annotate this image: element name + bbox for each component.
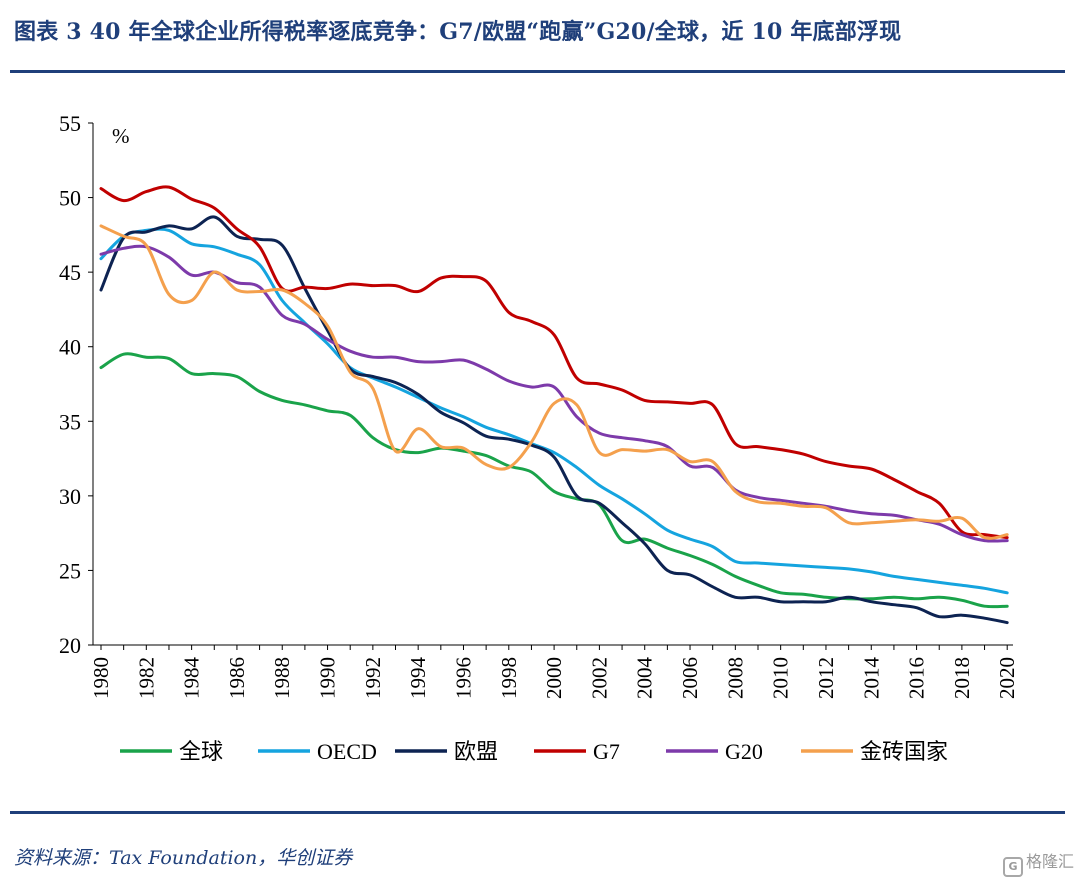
legend-label: 欧盟 — [454, 739, 498, 764]
series-line-金砖国家 — [99, 224, 1009, 540]
x-tick-label: 1994 — [406, 657, 430, 700]
y-tick-label: 55 — [59, 111, 81, 136]
legend-label: 金砖国家 — [860, 739, 948, 764]
legend-label: 全球 — [179, 739, 223, 764]
title-divider — [10, 70, 1065, 73]
chart-legend: 全球 OECD 欧盟 G7 G20 金砖国家 — [120, 739, 948, 764]
series-line-全球 — [99, 352, 1009, 609]
x-tick-label: 2016 — [905, 657, 929, 699]
x-tick-label: 2000 — [542, 657, 566, 699]
y-tick-label: 20 — [59, 633, 81, 658]
legend-label: OECD — [317, 739, 377, 764]
x-tick-label: 1988 — [270, 657, 294, 699]
x-tick-label: 2014 — [859, 657, 883, 700]
x-tick-label: 2010 — [769, 657, 793, 699]
y-unit-label: % — [112, 124, 130, 148]
watermark-text: 格隆汇 — [1025, 852, 1074, 871]
watermark: G 格隆汇 — [1002, 848, 1074, 877]
x-tick-label: 2012 — [814, 657, 838, 699]
x-tick-label: 2008 — [723, 657, 747, 699]
x-tick-label: 1996 — [451, 657, 475, 699]
series-line-OECD — [99, 227, 1009, 595]
source-note: 资料来源：Tax Foundation，华创证券 — [14, 847, 353, 869]
line-chart: 20 25 30 35 40 45 50 55 1980 1982 1984 1986 1988 1990… — [59, 111, 1019, 764]
x-tick-label: 1980 — [89, 657, 113, 699]
y-tick-label: 45 — [59, 260, 81, 285]
y-tick-label: 25 — [59, 558, 81, 583]
chart-series — [99, 185, 1009, 625]
series-line-欧盟 — [99, 215, 1009, 625]
footer-divider — [10, 811, 1065, 814]
x-tick-label: 2002 — [587, 657, 611, 699]
chart-axes: 20 25 30 35 40 45 50 55 1980 1982 1984 1986 1988 1990… — [59, 111, 1019, 699]
y-tick-label: 35 — [59, 409, 81, 434]
x-tick-label: 2020 — [995, 657, 1019, 699]
x-tick-label: 1984 — [180, 657, 204, 700]
x-tick-label: 2006 — [678, 657, 702, 699]
series-line-G20 — [99, 244, 1009, 543]
y-tick-label: 40 — [59, 335, 81, 360]
watermark-logo-icon: G — [1002, 857, 1023, 877]
x-tick-label: 2018 — [950, 657, 974, 699]
y-tick-label: 50 — [59, 186, 81, 211]
x-tick-label: 2004 — [633, 657, 657, 700]
legend-label: G7 — [593, 739, 620, 764]
series-line-G7 — [99, 185, 1009, 540]
y-tick-label: 30 — [59, 484, 81, 509]
x-tick-label: 1982 — [134, 657, 158, 699]
legend-label: G20 — [725, 739, 763, 764]
x-tick-label: 1986 — [225, 657, 249, 699]
chart-title: 图表 3 40 年全球企业所得税率逐底竞争：G7/欧盟“跑赢”G20/全球，近 … — [14, 19, 902, 45]
x-tick-label: 1990 — [316, 657, 340, 699]
x-tick-label: 1998 — [497, 657, 521, 699]
x-tick-label: 1992 — [361, 657, 385, 699]
